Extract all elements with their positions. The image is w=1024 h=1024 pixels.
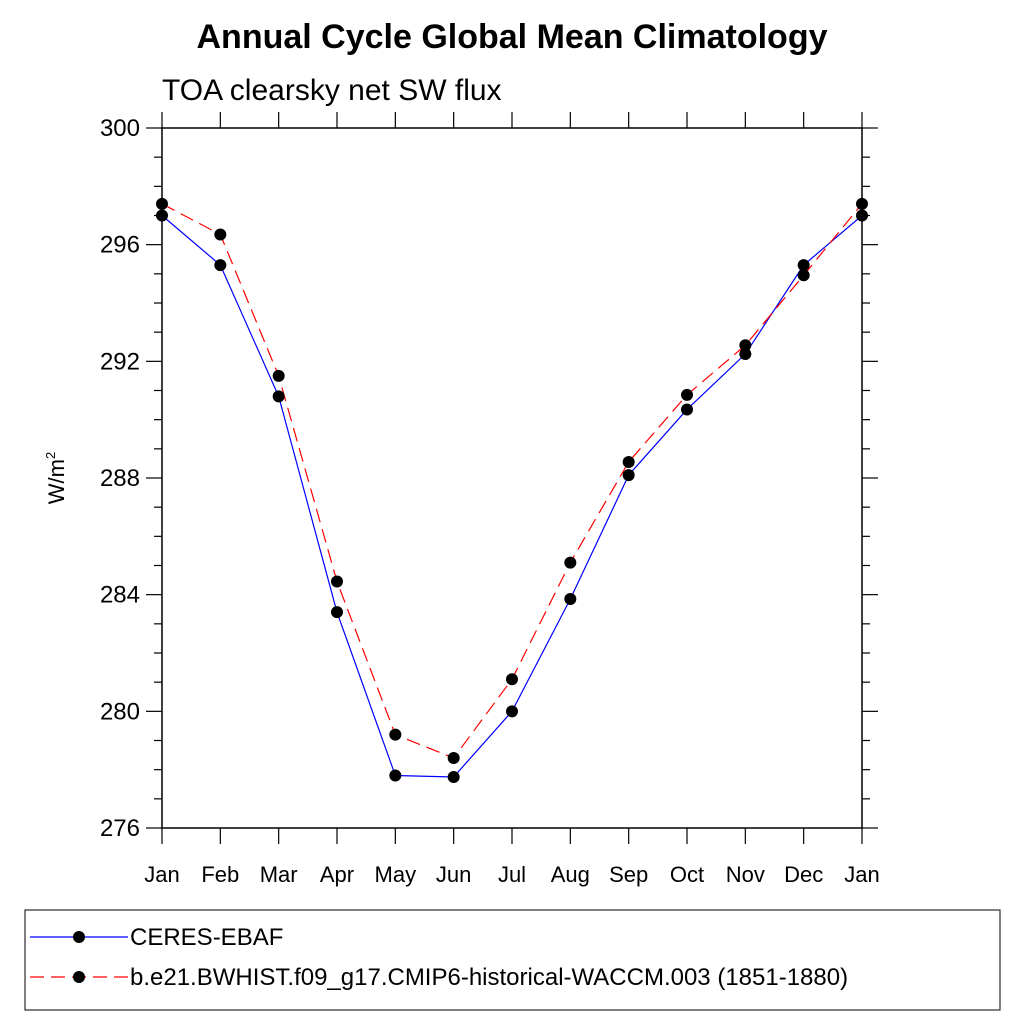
- x-tick-label: Aug: [551, 862, 590, 887]
- y-axis-label-superscript: 2: [43, 452, 58, 459]
- y-axis-label: W/m2: [43, 452, 69, 504]
- legend-marker-2: [73, 971, 85, 983]
- x-tick-label: Jul: [498, 862, 526, 887]
- svg-text:W/m2: W/m2: [43, 452, 69, 504]
- series-1-point: [856, 209, 868, 222]
- series-2-point: [797, 269, 810, 282]
- x-tick-label: Jan: [844, 862, 879, 887]
- series-1-point: [739, 348, 752, 361]
- y-tick-label: 288: [100, 465, 140, 492]
- y-tick-label: 276: [100, 815, 140, 842]
- chart-title: Annual Cycle Global Mean Climatology: [197, 18, 828, 56]
- series-2-point: [331, 575, 343, 588]
- series-2-point: [622, 455, 635, 468]
- series-2-point: [739, 339, 752, 352]
- series-2-point: [156, 197, 168, 210]
- plot-series: [156, 197, 868, 783]
- x-tick-label: Dec: [784, 862, 823, 887]
- series-1-point: [214, 259, 227, 272]
- series-2-point: [214, 228, 227, 241]
- x-tick-label: Nov: [726, 862, 765, 887]
- y-tick-label: 284: [100, 582, 140, 609]
- x-tick-label: Sep: [609, 862, 648, 887]
- y-axis-ticks: 276 280 284 288 292 296 300: [100, 115, 878, 842]
- x-tick-label: Jun: [436, 862, 471, 887]
- x-tick-label: May: [375, 862, 417, 887]
- y-axis-label-text: W/m: [44, 459, 69, 504]
- series-1-point: [564, 593, 577, 606]
- legend: CERES-EBAF b.e21.BWHIST.f09_g17.CMIP6-his…: [30, 924, 848, 991]
- x-tick-label: Feb: [201, 862, 239, 887]
- series-2-point: [272, 369, 285, 382]
- series-2-point: [447, 752, 460, 764]
- legend-box: [24, 909, 1001, 1011]
- y-tick-label: 280: [100, 698, 140, 725]
- x-tick-label: Apr: [320, 862, 354, 887]
- legend-marker-1: [73, 931, 85, 943]
- x-tick-label: Jan: [144, 862, 179, 887]
- series-1-point: [622, 469, 635, 482]
- series-2-point: [856, 197, 868, 210]
- x-tick-label: Oct: [670, 862, 704, 887]
- y-tick-label: 300: [100, 115, 140, 142]
- series-2-point: [564, 556, 577, 569]
- plot-frame: [161, 127, 863, 829]
- series-1-point: [447, 770, 460, 783]
- series-2-point: [389, 728, 402, 741]
- series-1-point: [506, 705, 518, 718]
- series-1-point: [389, 769, 402, 782]
- legend-label-1: CERES-EBAF: [130, 924, 283, 951]
- series-1-point: [797, 259, 810, 272]
- series-line-1: [161, 215, 863, 778]
- x-axis-ticks: Jan Feb Mar Apr May Jun Jul Aug Sep Oct Nov Dec Jan: [144, 112, 880, 887]
- legend-label-2: b.e21.BWHIST.f09_g17.CMIP6-historical-WA…: [130, 964, 848, 991]
- series-2-point: [681, 388, 693, 401]
- x-tick-label: Mar: [260, 862, 298, 887]
- series-1-point: [272, 390, 285, 403]
- y-tick-label: 296: [100, 232, 140, 259]
- chart-subtitle: TOA clearsky net SW flux: [162, 74, 502, 107]
- y-tick-label: 292: [100, 348, 140, 375]
- series-1-point: [156, 209, 168, 222]
- series-2-point: [506, 673, 518, 686]
- series-1-point: [681, 403, 693, 416]
- series-1-point: [331, 606, 343, 619]
